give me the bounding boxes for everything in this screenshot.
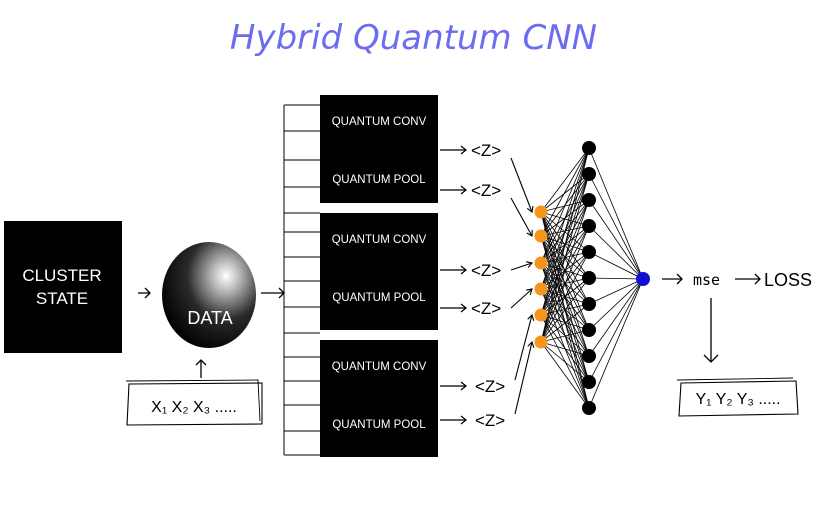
expectation-output	[440, 381, 467, 391]
arrow-to-network	[514, 340, 535, 415]
expectation-output	[440, 185, 467, 195]
expectation-label: <Z>	[471, 181, 501, 200]
quantum-conv-label: QUANTUM CONV	[332, 361, 427, 373]
arrow-cluster-to-data	[138, 287, 151, 299]
hidden-node	[582, 219, 596, 233]
quantum-block-body	[320, 340, 438, 457]
mse-label: mse	[693, 271, 720, 289]
outputs-box: Y₁ Y₂ Y₃ .....	[676, 377, 799, 417]
expectation-output	[440, 303, 467, 313]
outputs-box-text: Y₁ Y₂ Y₃ .....	[695, 391, 780, 408]
output-node	[636, 272, 650, 286]
hidden-node	[582, 167, 596, 181]
quantum-block-body	[320, 213, 438, 330]
expectation-label: <Z>	[475, 377, 505, 396]
arrow-to-network	[510, 197, 533, 237]
hidden-node	[582, 375, 596, 389]
cluster-state-line2: STATE	[36, 289, 88, 308]
arrow-mse-to-outputs	[703, 298, 719, 363]
arrow-to-network	[514, 313, 535, 381]
quantum-pool-label: QUANTUM POOL	[332, 292, 426, 304]
hidden-node	[582, 245, 596, 259]
expectation-output	[440, 415, 467, 425]
cluster-state-line1: CLUSTER	[22, 266, 101, 285]
hidden-node	[582, 323, 596, 337]
hidden-node	[582, 401, 596, 415]
quantum-pool-label: QUANTUM POOL	[332, 174, 426, 186]
arrow-output-to-mse	[662, 273, 683, 285]
quantum-conv-label: QUANTUM CONV	[332, 116, 427, 128]
quantum-block: QUANTUM CONV QUANTUM POOL	[320, 95, 438, 203]
hidden-node	[582, 141, 596, 155]
expectation-outputs: <Z> <Z> <Z> <Z> <Z> <Z>	[440, 141, 535, 430]
data-node-label: DATA	[187, 308, 232, 328]
quantum-block: QUANTUM CONV QUANTUM POOL	[320, 213, 438, 330]
input-node	[534, 229, 548, 243]
arrow-mse-to-loss	[735, 273, 761, 285]
network-nodes	[534, 141, 650, 415]
input-node	[534, 282, 548, 296]
expectation-label: <Z>	[471, 261, 501, 280]
arrow-inputs-to-data	[195, 359, 207, 378]
quantum-block: QUANTUM CONV QUANTUM POOL	[320, 340, 438, 457]
quantum-pool-label: QUANTUM POOL	[332, 419, 426, 431]
input-node	[534, 308, 548, 322]
data-node: DATA	[162, 242, 256, 348]
loss-label: LOSS	[764, 270, 812, 290]
hidden-node	[582, 271, 596, 285]
arrow-data-to-blocks	[261, 287, 285, 299]
inputs-box-text: X₁ X₂ X₃ .....	[151, 399, 237, 416]
input-node	[534, 335, 548, 349]
network-edges	[540, 147, 644, 409]
arrow-to-network	[510, 288, 533, 309]
expectation-output	[440, 145, 467, 155]
expectation-label: <Z>	[471, 141, 501, 160]
quantum-block-body	[320, 95, 438, 203]
quantum-conv-label: QUANTUM CONV	[332, 234, 427, 246]
expectation-output	[440, 265, 467, 275]
inputs-box: X₁ X₂ X₃ .....	[125, 379, 263, 426]
input-node	[534, 205, 548, 219]
expectation-label: <Z>	[475, 411, 505, 430]
hidden-node	[582, 297, 596, 311]
qubit-bus	[283, 104, 320, 456]
diagram-title: Hybrid Quantum CNN	[229, 18, 598, 58]
input-node	[534, 256, 548, 270]
arrow-to-network	[510, 261, 534, 271]
hidden-node	[582, 193, 596, 207]
arrow-to-network	[510, 157, 534, 213]
cluster-state-block: CLUSTER STATE	[4, 221, 122, 353]
expectation-label: <Z>	[471, 299, 501, 318]
hidden-node	[582, 349, 596, 363]
